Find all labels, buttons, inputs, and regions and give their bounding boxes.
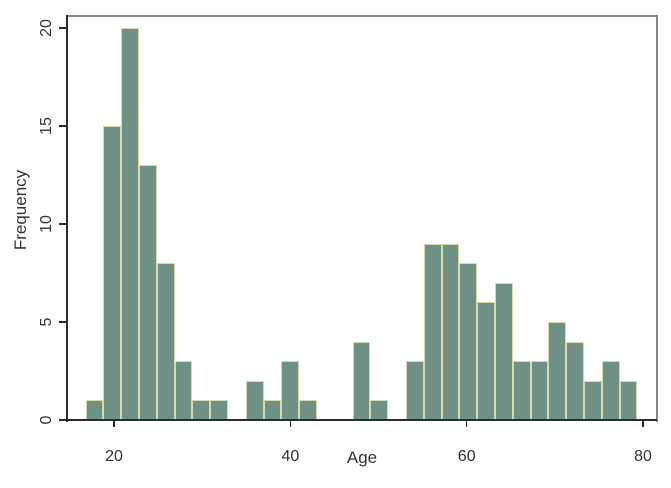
histogram-bar bbox=[423, 243, 442, 420]
x-tick-label: 40 bbox=[281, 448, 300, 465]
histogram-bar bbox=[601, 361, 620, 420]
histogram-bar bbox=[477, 302, 495, 420]
histogram-bar bbox=[245, 380, 264, 420]
y-tick-label: 20 bbox=[38, 19, 55, 37]
histogram-bar bbox=[512, 361, 531, 420]
y-tick-label: 0 bbox=[38, 415, 55, 425]
y-tick bbox=[59, 27, 66, 29]
y-tick bbox=[59, 223, 66, 225]
x-tick-label: 80 bbox=[634, 448, 652, 465]
y-axis-title: Frequency bbox=[11, 169, 30, 251]
histogram-bar bbox=[174, 361, 193, 420]
histogram-bar bbox=[530, 361, 549, 420]
histogram-bar bbox=[583, 380, 602, 420]
y-tick bbox=[59, 125, 66, 127]
x-tick bbox=[113, 420, 115, 427]
histogram-bar bbox=[263, 400, 282, 420]
y-tick-label: 15 bbox=[38, 117, 55, 135]
histogram-bar bbox=[192, 400, 211, 420]
ticks-layer: 20 40 60 80 0 5 10 15 20 bbox=[38, 17, 656, 465]
histogram-bar bbox=[370, 400, 389, 420]
x-tick bbox=[465, 420, 468, 427]
y-tick bbox=[59, 321, 66, 323]
histogram-bar bbox=[156, 263, 175, 420]
y-tick bbox=[59, 419, 66, 421]
histogram-bar bbox=[566, 341, 584, 420]
plot-area: 20 40 60 80 0 5 10 15 20 bbox=[38, 15, 658, 465]
y-tick-label: 5 bbox=[38, 317, 55, 327]
histogram-bar bbox=[352, 341, 371, 420]
histogram-bar bbox=[548, 322, 567, 420]
histogram-bar bbox=[619, 380, 638, 420]
histogram-bar bbox=[299, 400, 317, 420]
y-tick-label: 10 bbox=[38, 215, 55, 233]
plot-border-right bbox=[656, 15, 658, 422]
histogram-bar bbox=[441, 243, 460, 420]
x-tick bbox=[642, 420, 644, 427]
histogram-bar bbox=[494, 282, 513, 420]
bars-layer bbox=[68, 17, 656, 420]
x-tick-label: 60 bbox=[457, 448, 476, 465]
histogram-bar bbox=[85, 400, 104, 420]
histogram-bar bbox=[459, 263, 478, 420]
x-axis-title: Age bbox=[346, 448, 378, 467]
plot-border-top bbox=[67, 15, 658, 17]
histogram-bar bbox=[121, 27, 139, 420]
histogram-bar bbox=[138, 165, 157, 420]
histogram-bar bbox=[281, 361, 300, 420]
x-tick bbox=[289, 420, 292, 427]
histogram-bar bbox=[103, 125, 122, 420]
histogram-bar bbox=[405, 361, 424, 420]
x-tick-label: 20 bbox=[105, 448, 123, 465]
y-axis-line bbox=[66, 15, 68, 422]
x-axis-line bbox=[66, 419, 657, 421]
histogram-bar bbox=[210, 400, 228, 420]
